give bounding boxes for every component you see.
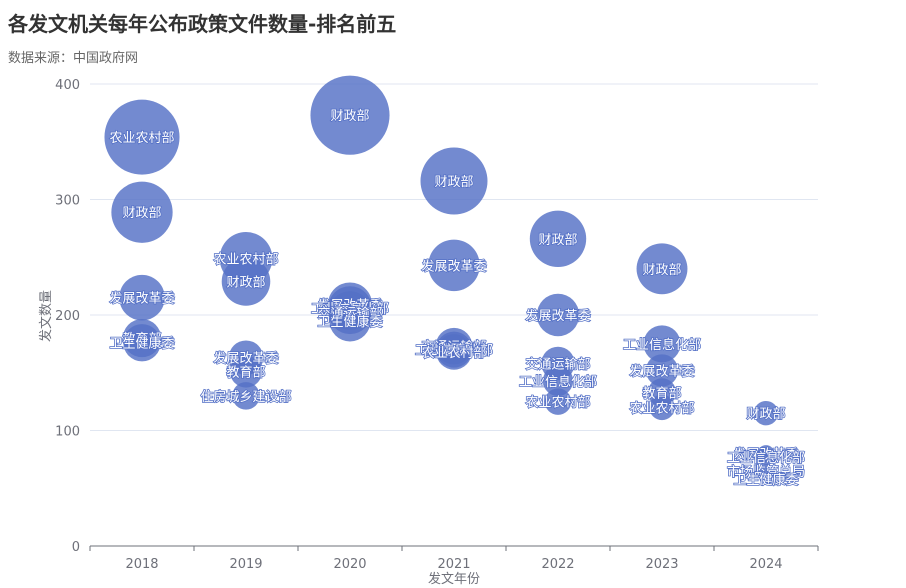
y-tick-label: 0 — [72, 540, 80, 555]
bubble[interactable] — [428, 239, 480, 292]
bubble-label: 发展改革委 — [109, 291, 174, 307]
bubble-label: 发展改革委 — [629, 363, 694, 379]
bubble-label: 教育部 — [122, 331, 161, 347]
x-tick-label: 2019 — [229, 557, 262, 572]
bubble-label: 教育部 — [226, 365, 265, 381]
bubble-label: 工业信息化部 — [623, 337, 701, 353]
y-tick-label: 100 — [55, 425, 80, 440]
bubble[interactable] — [759, 472, 773, 486]
bubble[interactable] — [542, 365, 574, 396]
bubble-label: 农业农村部 — [109, 131, 174, 146]
bubble-label: 农业农村部 — [421, 346, 486, 361]
bubble-label: 财政部 — [226, 276, 265, 291]
bubble[interactable] — [420, 147, 488, 215]
bubble-label: 发展改革委 — [733, 447, 798, 463]
bubble[interactable] — [649, 394, 675, 421]
bubble-label: 卫生健康委 — [317, 314, 382, 330]
bubble-label: 财政部 — [642, 263, 681, 278]
bubble[interactable] — [636, 243, 688, 295]
bubble-label: 发展改革委 — [213, 351, 278, 367]
x-axis: 2018 2019 2020 2021 2022 2023 2024 — [89, 545, 819, 572]
bubble[interactable] — [221, 257, 271, 306]
bubble-label: 工业信息化部 — [415, 343, 493, 359]
x-tick-label: 2021 — [437, 557, 470, 572]
bubble[interactable] — [757, 448, 775, 466]
bubble-label: 财政部 — [122, 206, 161, 221]
bubble[interactable] — [643, 325, 681, 363]
bubble-label: 卫生健康委 — [109, 336, 174, 352]
bubble[interactable] — [536, 293, 580, 337]
bubble-label: 财政部 — [746, 407, 785, 422]
bubble-labels: 农业农村部财政部发展改革委教育部卫生健康委农业农村部财政部发展改革委教育部住房城… — [109, 108, 806, 488]
grid-lines — [90, 83, 818, 431]
x-axis-label: 发文年份 — [428, 571, 480, 587]
bubble-label: 教育部 — [642, 385, 681, 401]
y-tick-label: 400 — [55, 78, 80, 93]
y-tick-label: 300 — [55, 194, 80, 209]
x-tick-label: 2022 — [541, 557, 574, 572]
bubble-label: 发展改革委 — [421, 258, 486, 274]
bubble-label: 农业农村部 — [525, 396, 590, 411]
bubble-label: 市场监管总局 — [727, 464, 805, 480]
bubble-label: 卫生健康委 — [733, 472, 798, 488]
bubble-label: 交通运输部 — [525, 357, 590, 373]
x-tick-label: 2024 — [749, 557, 782, 572]
chart-title: 各发文机关每年公布政策文件数量-排名前五 — [8, 12, 397, 36]
bubble[interactable] — [229, 355, 263, 388]
bubble[interactable] — [310, 75, 390, 155]
bubble-label: 财政部 — [330, 109, 369, 124]
bubble-label: 发展改革委 — [317, 298, 382, 314]
bubble-label: 农业农村部 — [213, 252, 278, 267]
bubble-label: 发展改革委 — [525, 308, 590, 324]
bubble[interactable] — [104, 99, 180, 175]
bubble[interactable] — [119, 274, 165, 321]
x-tick-label: 2023 — [645, 557, 678, 572]
y-tick-label: 200 — [55, 309, 80, 324]
y-axis: 0 100 200 300 400 — [55, 78, 80, 555]
bubble[interactable] — [544, 388, 572, 415]
bubble-label: 交通运输部 — [317, 306, 382, 322]
bubble[interactable] — [329, 300, 371, 342]
bubble[interactable] — [232, 382, 260, 410]
x-tick-label: 2020 — [333, 557, 366, 572]
bubble-label: 财政部 — [434, 175, 473, 190]
chart-subtitle: 数据来源：中国政府网 — [8, 51, 139, 66]
bubble[interactable] — [645, 354, 679, 387]
bubble-label: 工业信息化部 — [311, 301, 389, 317]
bubble-label: 工业信息化部 — [519, 374, 597, 390]
bubble-label: 交通运输部 — [421, 339, 486, 355]
bubble-label: 住房城乡建设部 — [200, 389, 291, 405]
bubble-label: 农业农村部 — [629, 401, 694, 416]
bubble-series — [104, 75, 779, 486]
bubble[interactable] — [753, 400, 779, 426]
bubble[interactable] — [123, 324, 161, 362]
y-axis-label: 发文数量 — [38, 290, 54, 342]
bubble[interactable] — [111, 181, 173, 243]
bubble[interactable] — [529, 210, 587, 267]
bubble-label: 财政部 — [538, 233, 577, 248]
x-tick-label: 2018 — [125, 557, 158, 572]
bubble[interactable] — [436, 334, 472, 370]
bubble-label: 工业信息化部 — [727, 450, 805, 466]
